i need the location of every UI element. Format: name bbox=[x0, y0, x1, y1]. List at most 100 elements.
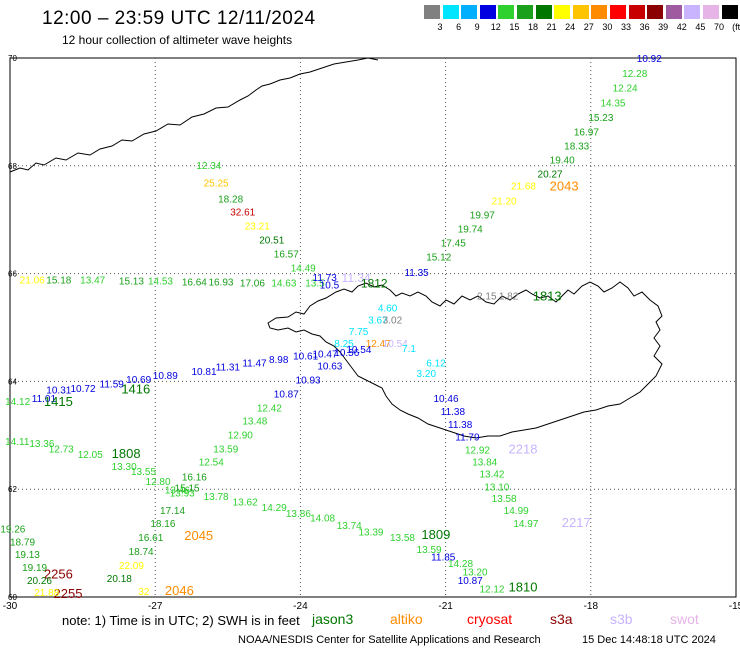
wave-height-label: 16.16 bbox=[182, 473, 207, 484]
wave-height-label: 19.26 bbox=[0, 524, 25, 535]
scale-label: 12 bbox=[490, 22, 501, 32]
iceland-coastline bbox=[267, 281, 663, 439]
wave-height-label: 11.38 bbox=[441, 407, 466, 418]
wave-height-label: 6.12 bbox=[426, 358, 446, 369]
scale-swatch bbox=[591, 5, 608, 19]
scale-swatch bbox=[517, 5, 533, 19]
wave-height-label: 12.90 bbox=[228, 431, 253, 442]
scale-label: 36 bbox=[639, 22, 650, 32]
footer-credit: NOAA/NESDIS Center for Satellite Applica… bbox=[238, 634, 541, 646]
scale-swatch bbox=[610, 5, 626, 19]
wave-height-label: 16.93 bbox=[208, 277, 233, 288]
wave-height-label: 21.88 bbox=[34, 588, 59, 599]
latitude-label: 62 bbox=[8, 485, 17, 494]
wave-height-label: 13.74 bbox=[337, 521, 362, 532]
wave-height-label: 21.68 bbox=[511, 182, 536, 193]
scale-swatch bbox=[703, 5, 719, 19]
wave-height-label: 12.24 bbox=[613, 83, 638, 94]
wave-height-label: 19.19 bbox=[22, 563, 47, 574]
satellite-legend-item: jason3 bbox=[312, 611, 354, 627]
wave-height-label: 18.79 bbox=[10, 537, 35, 548]
wave-height-label: 20.27 bbox=[538, 170, 563, 181]
wave-height-label: 13.20 bbox=[463, 567, 488, 578]
scale-label: 27 bbox=[583, 22, 594, 32]
wave-height-label: 13.93 bbox=[170, 489, 195, 500]
wave-height-label: 19.13 bbox=[15, 550, 40, 561]
wave-height-label: 12.80 bbox=[146, 477, 171, 488]
wave-height-label: 16.97 bbox=[574, 128, 599, 139]
wave-height-label: 16.61 bbox=[138, 533, 163, 544]
wave-height-label: 3.67 bbox=[368, 316, 388, 327]
wave-height-label: 10.87 bbox=[274, 390, 299, 401]
wave-height-label: 13.86 bbox=[286, 509, 311, 520]
scale-label: 42 bbox=[676, 22, 687, 32]
wave-height-label: 1415 bbox=[44, 394, 73, 409]
wave-height-label: 10.89 bbox=[153, 371, 178, 382]
wave-height-label: 1809 bbox=[421, 527, 450, 542]
wave-height-label: 7.1 bbox=[402, 344, 416, 355]
scale-label: 33 bbox=[620, 22, 631, 32]
wave-height-label: 2.15 bbox=[477, 291, 497, 302]
longitude-label: -21 bbox=[438, 601, 453, 612]
wave-height-label: 11.73 bbox=[313, 273, 338, 284]
wave-height-label: 23.21 bbox=[245, 221, 270, 232]
scale-label: 24 bbox=[565, 22, 576, 32]
wave-height-label: 2045 bbox=[184, 528, 213, 543]
wave-height-label: 1.82 bbox=[499, 291, 519, 302]
wave-height-label: 3.20 bbox=[417, 369, 437, 380]
wave-height-label: 14.08 bbox=[310, 514, 335, 525]
wave-height-label: 14.29 bbox=[262, 503, 287, 514]
footer-timestamp: 15 Dec 14:48:18 UTC 2024 bbox=[582, 634, 716, 646]
scale-swatch bbox=[628, 5, 645, 19]
scale-label: 39 bbox=[658, 22, 669, 32]
wave-height-label: 21.20 bbox=[492, 197, 517, 208]
wave-height-label: 15.12 bbox=[426, 253, 451, 264]
longitude-label: -18 bbox=[584, 601, 599, 612]
wave-height-label: 11.79 bbox=[455, 433, 480, 444]
wave-height-label: 13.55 bbox=[131, 467, 156, 478]
scale-swatch bbox=[498, 5, 515, 19]
wave-height-label: 11.47 bbox=[242, 358, 267, 369]
satellite-legend-item: altiko bbox=[390, 611, 423, 627]
wave-height-label: 10.47 bbox=[313, 350, 338, 361]
wave-height-label: 7.75 bbox=[349, 327, 369, 338]
scale-swatch bbox=[479, 5, 496, 19]
wave-height-label: 17.45 bbox=[441, 239, 466, 250]
wave-height-label: 14.35 bbox=[600, 99, 625, 110]
wave-height-label: 10.54 bbox=[383, 339, 408, 350]
scale-label: 30 bbox=[602, 22, 613, 32]
scale-swatch bbox=[572, 5, 589, 19]
scale-swatch bbox=[442, 5, 459, 19]
wave-height-label: 11.59 bbox=[100, 379, 125, 390]
wave-height-label: 10.63 bbox=[317, 362, 342, 373]
wave-height-label: 13.42 bbox=[479, 469, 504, 480]
wave-height-label: 16.57 bbox=[274, 249, 299, 260]
scale-swatch bbox=[665, 5, 682, 19]
wave-height-label: 12.54 bbox=[199, 457, 224, 468]
scale-swatch bbox=[684, 5, 701, 19]
wave-height-label: 20.26 bbox=[27, 576, 52, 587]
wave-height-label: 18.16 bbox=[150, 519, 175, 530]
wave-height-label: 12.05 bbox=[78, 450, 103, 461]
wave-height-label: 1416 bbox=[121, 381, 150, 396]
scale-swatch bbox=[647, 5, 664, 19]
wave-height-label: 10.31 bbox=[46, 385, 71, 396]
wave-height-label: 12.12 bbox=[479, 585, 504, 596]
wave-height-label: 13.84 bbox=[472, 457, 497, 468]
wave-height-label: 2255 bbox=[54, 586, 83, 601]
latitude-label: 60 bbox=[8, 593, 17, 602]
scale-label: 21 bbox=[546, 22, 557, 32]
scale-label: 3 bbox=[437, 22, 443, 32]
wave-height-label: 11.31 bbox=[216, 363, 241, 374]
longitude-label: -30 bbox=[3, 601, 18, 612]
latitude-label: 66 bbox=[8, 270, 17, 279]
wave-height-label: 32 bbox=[138, 587, 150, 598]
wave-height-label: 12.47 bbox=[366, 339, 391, 350]
wave-height-label: 10.54 bbox=[346, 345, 371, 356]
wave-height-label: 14.97 bbox=[513, 519, 538, 530]
wave-height-label: 10.72 bbox=[71, 384, 96, 395]
wave-height-label: 2046 bbox=[165, 583, 194, 598]
scale-label: 70 bbox=[713, 22, 724, 32]
wave-height-label: 20.18 bbox=[107, 574, 132, 585]
wave-height-label: 22.09 bbox=[119, 561, 144, 572]
